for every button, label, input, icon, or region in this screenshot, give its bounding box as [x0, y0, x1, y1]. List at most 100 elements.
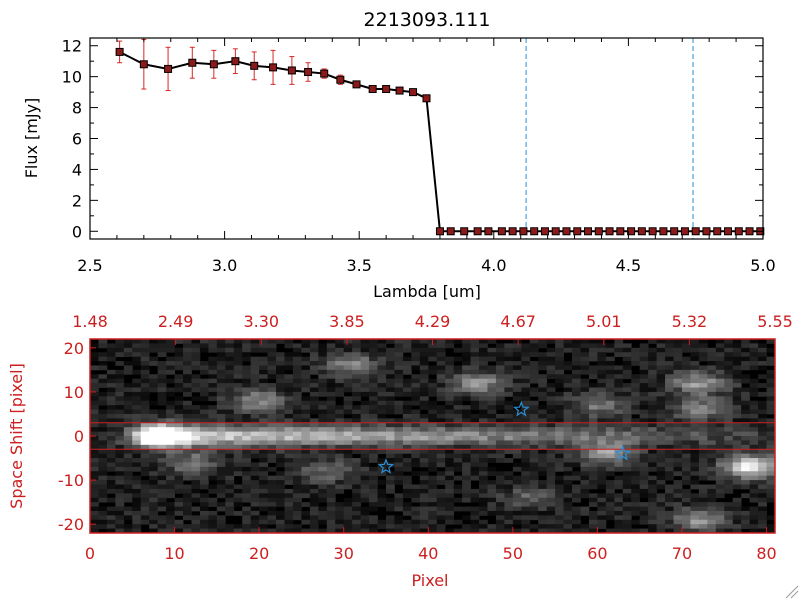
image-pixel: [588, 405, 598, 410]
image-pixel: [614, 339, 624, 344]
image-pixel: [369, 524, 378, 529]
image-pixel: [292, 413, 302, 419]
image-pixel: [479, 449, 488, 455]
image-pixel: [580, 387, 590, 393]
image-pixel: [521, 352, 531, 358]
image-pixel: [495, 343, 505, 349]
image-pixel: [276, 510, 285, 516]
image-pixel: [394, 449, 404, 455]
image-pixel: [225, 453, 235, 459]
image-pixel: [157, 436, 167, 441]
image-pixel: [428, 515, 438, 521]
image-pixel: [284, 528, 294, 534]
image-pixel: [631, 422, 641, 428]
image-pixel: [572, 515, 581, 521]
image-pixel: [132, 422, 142, 428]
image-pixel: [191, 471, 201, 477]
image-pixel: [326, 519, 336, 525]
image-pixel: [563, 524, 573, 529]
image-pixel: [453, 466, 463, 472]
image-pixel: [521, 484, 531, 490]
image-pixel: [648, 361, 658, 366]
image-pixel: [216, 466, 226, 472]
image-pixel: [639, 343, 649, 349]
image-pixel: [749, 347, 759, 353]
image-pixel: [707, 497, 717, 503]
image-pixel: [588, 396, 598, 402]
image-pixel: [301, 484, 311, 490]
image-pixel: [123, 343, 133, 349]
image-pixel: [369, 480, 378, 485]
image-pixel: [436, 391, 446, 397]
image-pixel: [673, 361, 683, 366]
image-pixel: [639, 361, 649, 366]
image-pixel: [284, 418, 294, 424]
image-pixel: [216, 396, 226, 402]
image-pixel: [132, 449, 142, 455]
image-pixel: [665, 458, 674, 463]
image-pixel: [749, 387, 759, 393]
image-pixel: [605, 396, 615, 402]
image-pixel: [453, 453, 463, 459]
image-pixel: [555, 484, 564, 490]
x-axis-label-bottom: Pixel: [411, 571, 448, 590]
image-pixel: [225, 449, 235, 455]
image-pixel: [462, 343, 471, 349]
image-pixel: [140, 413, 150, 419]
image-pixel: [529, 528, 539, 534]
plot-frame-top: [89, 37, 764, 240]
image-pixel: [665, 519, 674, 525]
image-pixel: [665, 422, 674, 428]
image-pixel: [597, 413, 607, 419]
image-pixel: [538, 361, 548, 366]
image-pixel: [343, 422, 353, 428]
image-pixel: [157, 528, 167, 534]
data-point: [594, 227, 603, 236]
image-pixel: [572, 427, 581, 432]
image-pixel: [622, 444, 632, 450]
image-pixel: [648, 418, 658, 424]
image-pixel: [749, 361, 759, 366]
image-pixel: [546, 506, 556, 512]
image-pixel: [352, 436, 362, 441]
image-pixel: [233, 339, 243, 344]
image-pixel: [479, 413, 488, 419]
image-pixel: [597, 356, 607, 362]
image-pixel: [656, 369, 666, 375]
image-pixel: [462, 369, 471, 375]
image-pixel: [183, 361, 192, 366]
image-pixel: [512, 431, 522, 437]
data-point: [702, 227, 711, 236]
image-pixel: [292, 418, 302, 424]
image-pixel: [394, 480, 404, 485]
image-pixel: [749, 462, 759, 468]
image-pixel: [580, 356, 590, 362]
image-pixel: [648, 374, 658, 380]
image-pixel: [276, 475, 285, 481]
image-pixel: [724, 480, 734, 485]
image-pixel: [428, 405, 438, 410]
image-pixel: [335, 524, 345, 529]
image-pixel: [555, 497, 564, 503]
image-pixel: [479, 444, 488, 450]
image-pixel: [766, 475, 776, 481]
image-pixel: [453, 374, 463, 380]
image-pixel: [681, 471, 691, 477]
image-pixel: [639, 369, 649, 375]
image-pixel: [665, 343, 674, 349]
series-line-flux: [119, 51, 761, 233]
image-pixel: [149, 400, 159, 406]
image-pixel: [183, 352, 192, 358]
image-pixel: [470, 449, 480, 455]
image-pixel: [326, 369, 336, 375]
image-pixel: [233, 440, 243, 446]
image-pixel: [352, 475, 362, 481]
image-pixel: [588, 462, 598, 468]
image-pixel: [462, 471, 471, 477]
image-pixel: [419, 361, 429, 366]
image-pixel: [563, 378, 573, 384]
image-pixel: [98, 484, 108, 490]
image-pixel: [538, 387, 548, 393]
image-pixel: [512, 506, 522, 512]
image-pixel: [445, 449, 455, 455]
